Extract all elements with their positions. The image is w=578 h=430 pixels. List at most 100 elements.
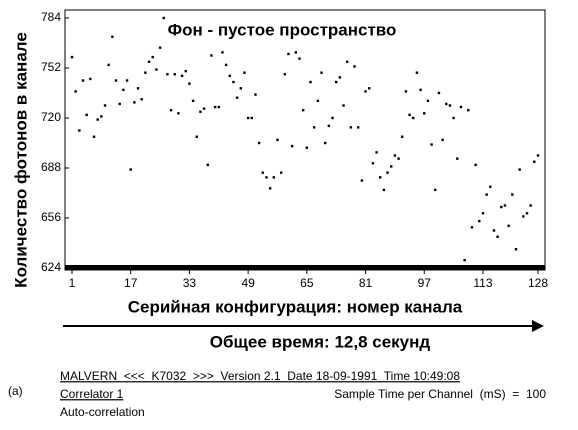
- data-point: [393, 154, 397, 157]
- data-point: [188, 82, 191, 85]
- data-point: [323, 141, 327, 145]
- data-point: [474, 163, 477, 167]
- data-point: [272, 176, 276, 179]
- data-point: [419, 88, 422, 92]
- x-tick-label: 33: [183, 276, 197, 290]
- data-point: [412, 116, 415, 120]
- data-point: [221, 51, 224, 54]
- data-point: [158, 46, 162, 49]
- data-point: [312, 126, 316, 129]
- data-point: [125, 79, 129, 82]
- data-point: [338, 76, 342, 79]
- data-point: [180, 74, 184, 78]
- data-point: [118, 102, 121, 106]
- y-axis-label: Количество фотонов в канале: [11, 32, 30, 288]
- data-point: [89, 77, 92, 81]
- data-point: [533, 160, 536, 163]
- data-point: [522, 215, 525, 218]
- data-point: [408, 113, 411, 117]
- data-point: [301, 108, 305, 112]
- data-point: [401, 135, 404, 138]
- data-point: [257, 141, 261, 145]
- data-point: [103, 104, 107, 107]
- data-point: [481, 212, 485, 215]
- data-point: [448, 104, 452, 107]
- data-point: [404, 90, 408, 93]
- data-point: [173, 73, 176, 76]
- data-point: [122, 88, 125, 92]
- data-point: [357, 126, 360, 129]
- data-point: [327, 124, 331, 128]
- data-point: [397, 157, 400, 160]
- data-point: [507, 224, 510, 228]
- data-point: [423, 112, 426, 115]
- panel-label: (a): [8, 384, 23, 398]
- data-point: [368, 87, 371, 90]
- data-point: [386, 171, 389, 174]
- data-point: [467, 108, 470, 112]
- data-point: [283, 73, 287, 76]
- data-point: [390, 165, 393, 168]
- x-tick-label: 17: [124, 276, 138, 290]
- data-point: [478, 219, 481, 223]
- time-arrowhead: [532, 320, 544, 332]
- data-point: [268, 187, 272, 190]
- y-tick-label: 656: [41, 210, 61, 224]
- data-point: [261, 171, 265, 174]
- data-point: [195, 135, 198, 138]
- data-point: [92, 135, 96, 138]
- data-point: [379, 176, 382, 179]
- footer-line: Auto-correlation: [60, 405, 145, 419]
- x-tick-label: 65: [300, 276, 314, 290]
- footer-line: Correlator 1: [60, 387, 124, 401]
- data-point: [232, 80, 235, 84]
- data-point: [441, 138, 444, 142]
- data-point: [140, 98, 143, 101]
- data-point: [144, 71, 147, 74]
- data-point: [349, 126, 353, 129]
- data-point: [155, 68, 158, 71]
- data-point: [151, 55, 154, 59]
- data-point: [334, 80, 338, 84]
- data-point: [536, 154, 540, 157]
- arrow-label: Общее время: 12,8 секунд: [210, 332, 431, 351]
- data-point: [434, 188, 437, 192]
- data-point: [177, 112, 180, 115]
- data-point: [213, 105, 217, 109]
- data-point: [243, 71, 246, 74]
- data-point: [382, 188, 386, 192]
- data-point: [360, 179, 364, 182]
- data-point: [492, 229, 496, 232]
- x-tick-label: 49: [241, 276, 255, 290]
- y-tick-label: 624: [41, 260, 61, 274]
- data-point: [210, 54, 213, 57]
- data-point: [316, 99, 320, 103]
- data-point: [96, 118, 99, 121]
- data-point: [224, 63, 228, 67]
- data-point: [500, 205, 503, 209]
- data-point: [489, 185, 492, 188]
- data-point: [463, 258, 466, 262]
- data-point: [107, 63, 110, 67]
- data-point: [217, 105, 220, 109]
- data-point: [452, 116, 455, 120]
- data-point: [81, 79, 85, 82]
- data-point: [345, 60, 349, 63]
- data-point: [78, 129, 81, 132]
- x-tick-label: 81: [359, 276, 373, 290]
- x-tick-label: 113: [473, 276, 492, 290]
- y-tick-label: 720: [41, 110, 61, 124]
- data-point: [320, 71, 323, 74]
- data-point: [279, 171, 283, 174]
- data-point: [147, 60, 151, 63]
- data-point: [265, 176, 268, 179]
- data-point: [166, 73, 169, 76]
- data-point: [254, 93, 257, 96]
- data-point: [184, 69, 187, 73]
- data-point: [456, 157, 459, 160]
- data-point: [228, 74, 231, 78]
- data-point: [353, 65, 356, 68]
- data-point: [503, 204, 507, 207]
- data-point: [342, 104, 345, 107]
